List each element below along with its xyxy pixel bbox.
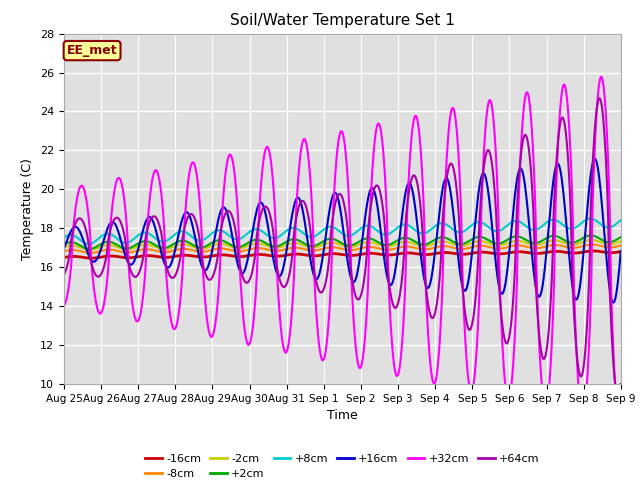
Y-axis label: Temperature (C): Temperature (C) — [22, 158, 35, 260]
X-axis label: Time: Time — [327, 409, 358, 422]
Title: Soil/Water Temperature Set 1: Soil/Water Temperature Set 1 — [230, 13, 455, 28]
Legend: -16cm, -8cm, -2cm, +2cm, +8cm, +16cm, +32cm, +64cm: -16cm, -8cm, -2cm, +2cm, +8cm, +16cm, +3… — [141, 449, 544, 480]
Text: EE_met: EE_met — [67, 44, 117, 57]
